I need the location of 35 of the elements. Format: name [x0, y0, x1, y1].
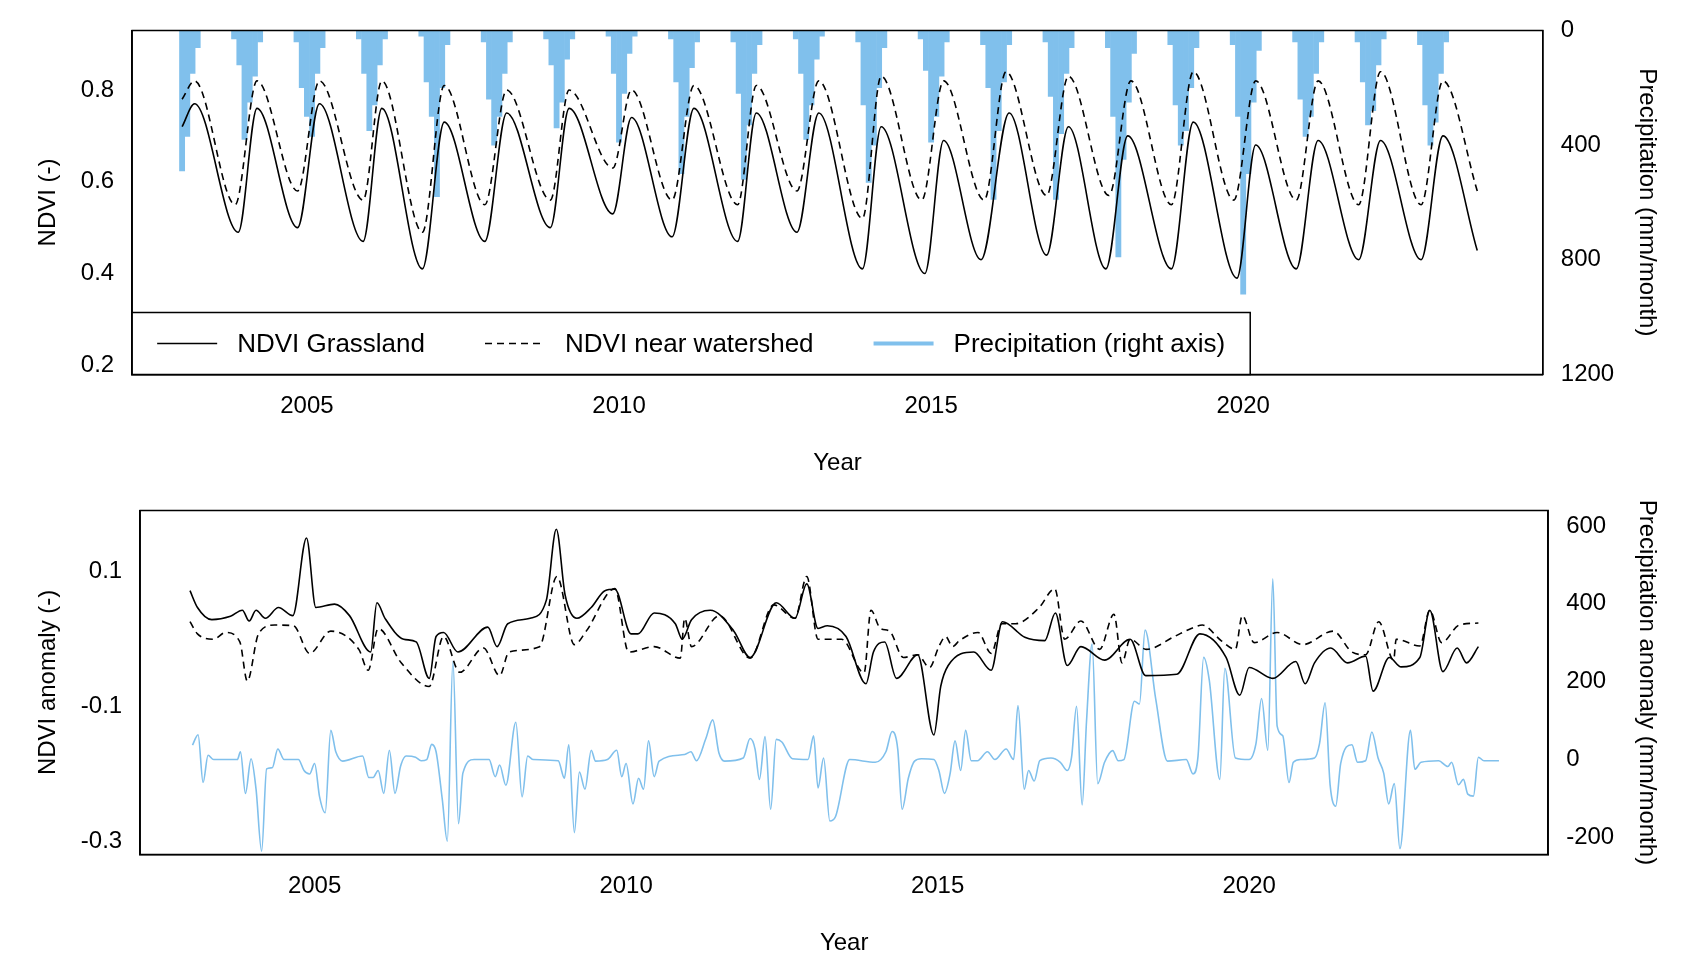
legend-label: Precipitation (right axis) — [953, 327, 1226, 358]
x-tick-label: 2010 — [592, 391, 646, 419]
x-tick-label: 2005 — [280, 391, 334, 419]
x-tick-label: 2015 — [910, 871, 965, 899]
y-tick-label: 0.4 — [80, 258, 115, 286]
y2-tick-label: 0 — [1566, 743, 1580, 771]
y2-tick-label: -200 — [1566, 821, 1615, 849]
y2-tick-label: 400 — [1566, 588, 1607, 616]
y-axis-title: NDVI (-) — [33, 158, 61, 247]
y-tick-label: -0.1 — [80, 690, 123, 718]
y2-axis-title: Precipitation (mm/month) — [1634, 68, 1662, 337]
x-tick-label: 2010 — [599, 871, 653, 899]
x-tick-label: 2020 — [1216, 391, 1270, 419]
y2-tick-label: 0 — [1560, 15, 1575, 43]
x-axis-title: Year — [813, 448, 862, 476]
y-tick-label: 0.1 — [88, 555, 123, 583]
x-tick-label: 2015 — [904, 391, 958, 419]
y2-tick-label: 1200 — [1560, 359, 1615, 387]
y-tick-label: -0.3 — [80, 825, 123, 853]
y2-tick-label: 200 — [1566, 666, 1607, 694]
legend-label: NDVI Grassland — [237, 327, 426, 358]
legend-label: NDVI near watershed — [565, 327, 814, 358]
y-tick-label: 0.2 — [80, 349, 115, 377]
x-tick-label: 2005 — [287, 871, 342, 899]
y-tick-label: 0.8 — [80, 74, 115, 102]
y2-axis-title: Precipitation anomaly (mm/month) — [1634, 499, 1662, 866]
y-axis-title: NDVI anomaly (-) — [33, 589, 61, 776]
y-tick-label: 0.6 — [80, 166, 115, 194]
y2-tick-label: 400 — [1560, 129, 1601, 157]
y2-tick-label: 600 — [1566, 510, 1607, 538]
line-series — [191, 578, 1500, 853]
y2-tick-label: 800 — [1560, 244, 1601, 272]
x-axis-title: Year — [819, 928, 869, 956]
x-tick-label: 2020 — [1222, 871, 1276, 899]
line-series — [189, 528, 1480, 736]
